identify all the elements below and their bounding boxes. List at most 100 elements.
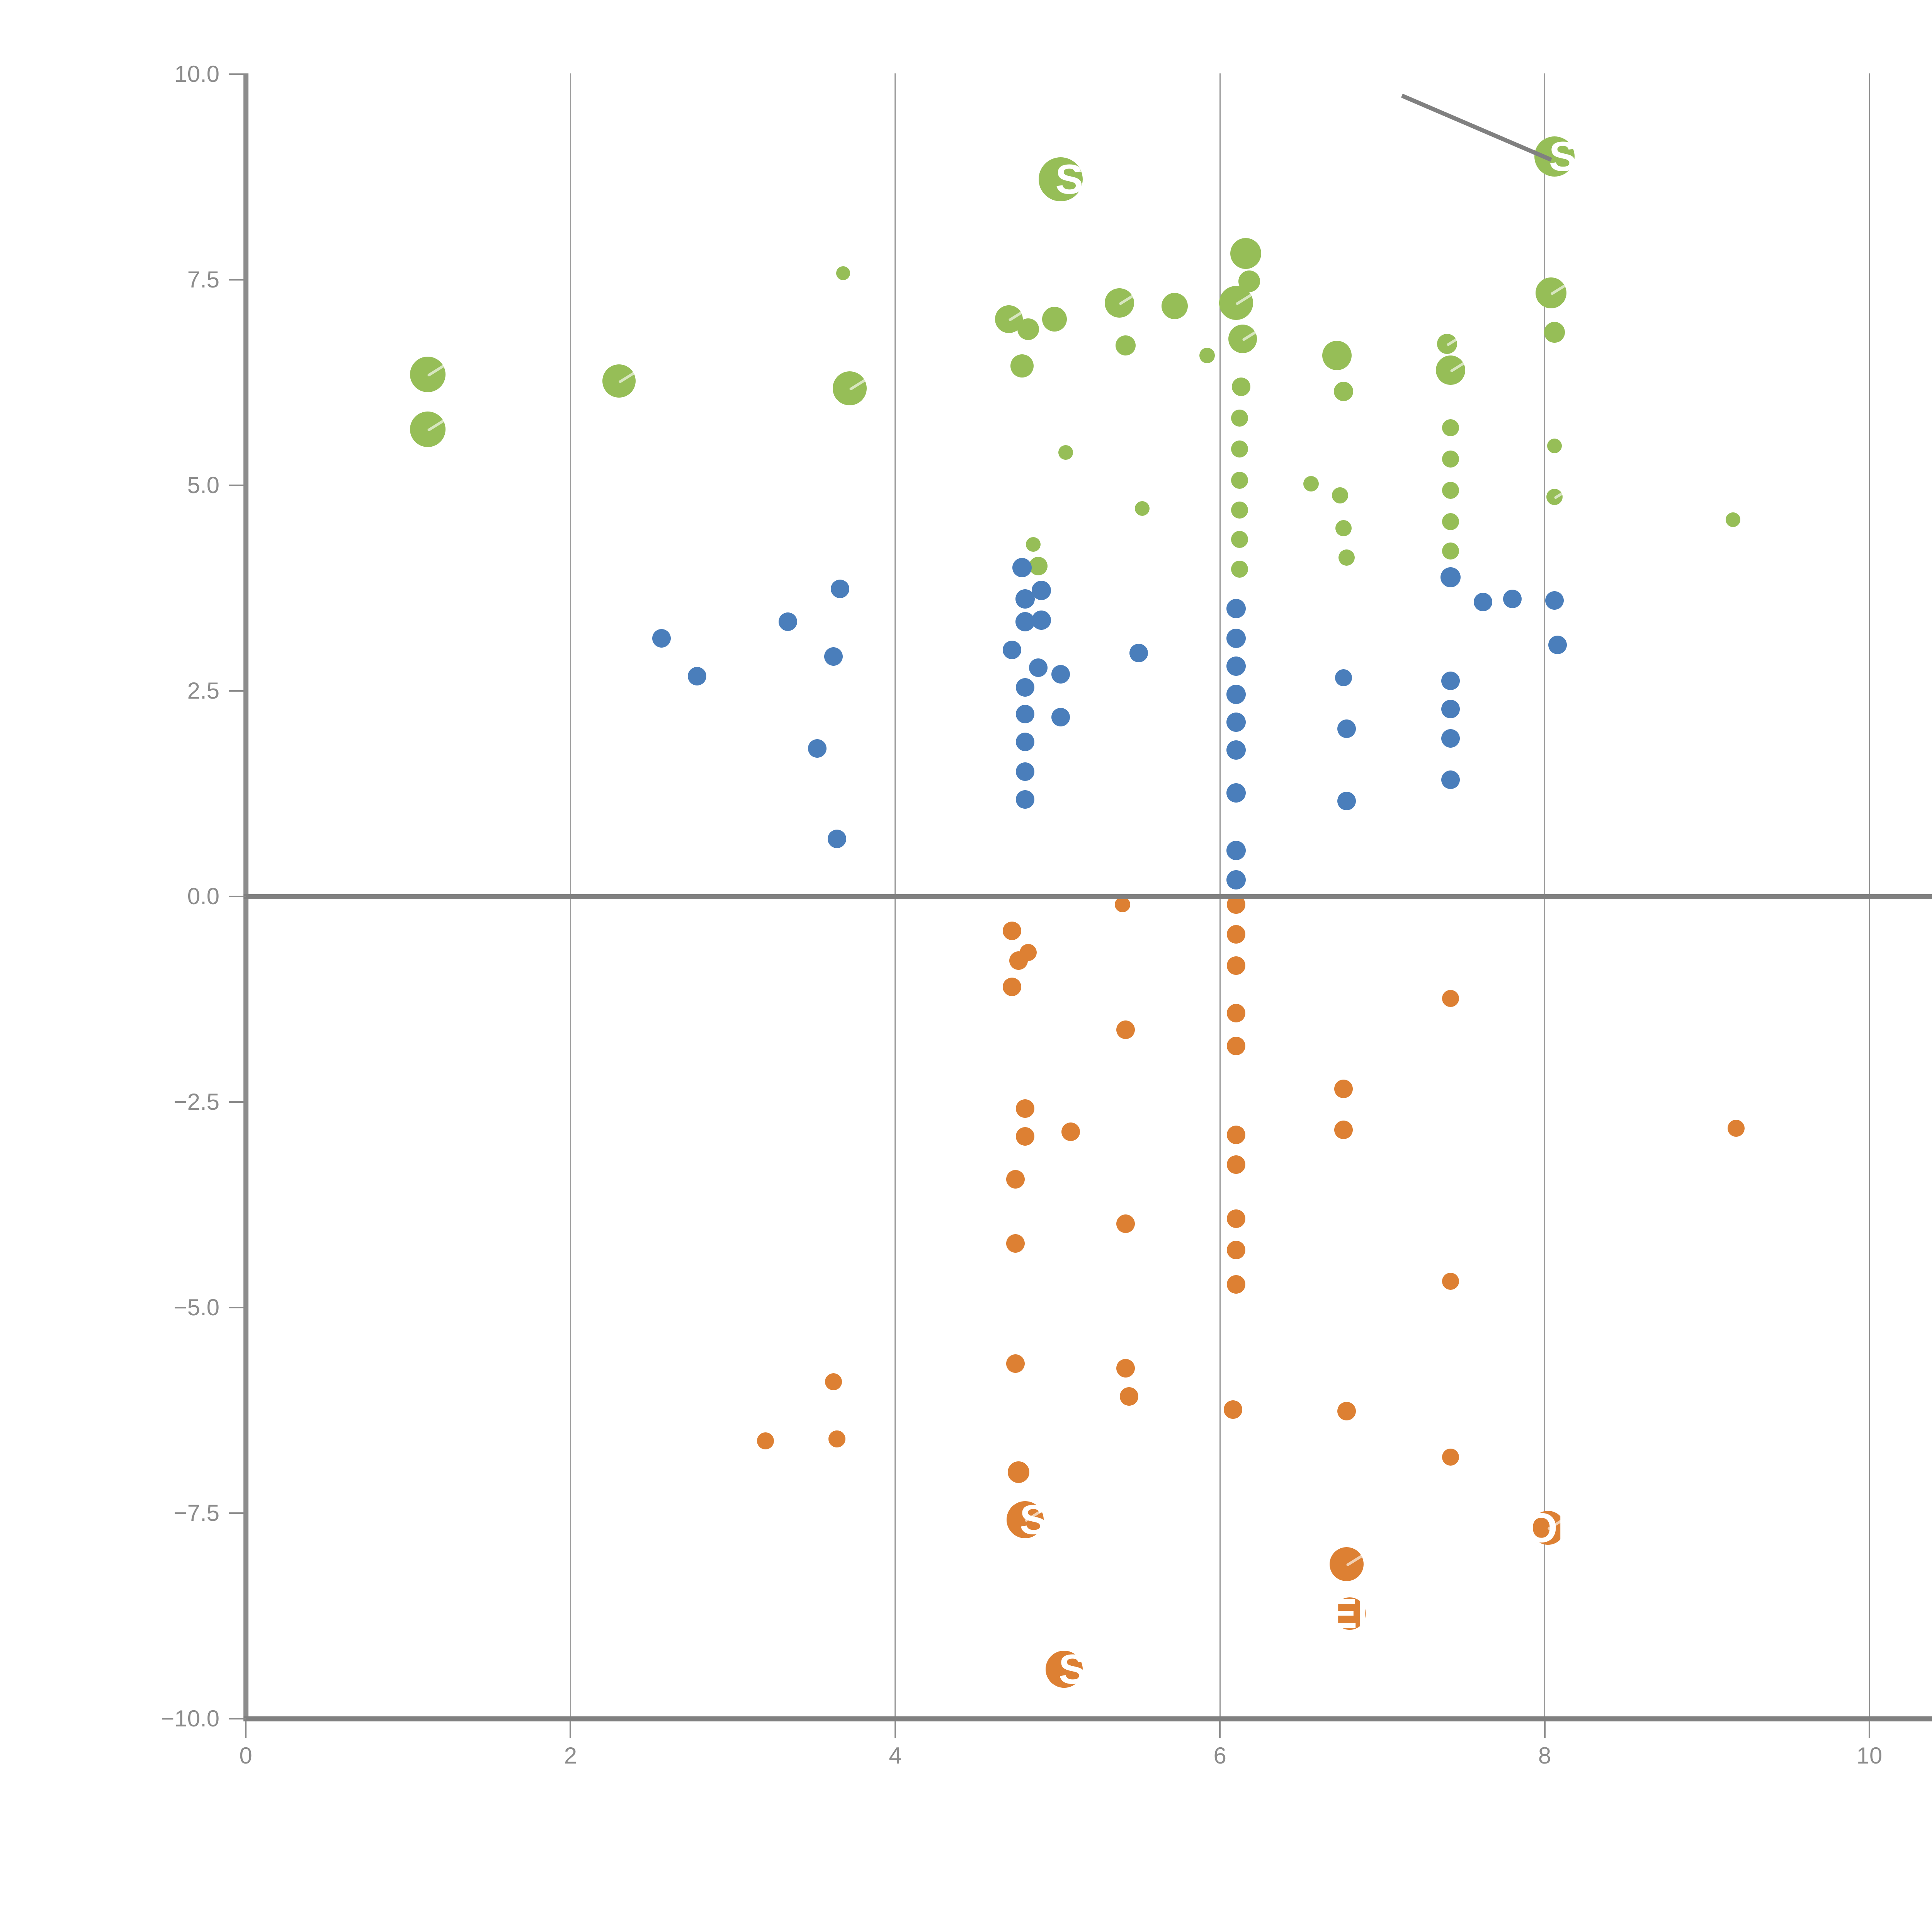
data-point-negative[interactable] <box>825 1373 842 1390</box>
data-point-neutral[interactable] <box>1015 612 1035 632</box>
data-point-negative[interactable] <box>1020 944 1037 961</box>
data-point-positive[interactable] <box>1042 307 1067 332</box>
data-point-negative[interactable] <box>1227 1155 1246 1174</box>
data-point-negative[interactable] <box>1227 925 1246 944</box>
data-point-positive[interactable] <box>1199 347 1215 363</box>
data-point-neutral[interactable] <box>1503 589 1522 608</box>
data-point-positive[interactable] <box>1231 501 1248 519</box>
data-point-neutral[interactable] <box>1226 712 1246 732</box>
data-point-negative[interactable] <box>1227 1209 1246 1228</box>
data-point-neutral[interactable] <box>1015 589 1035 609</box>
data-point-positive[interactable] <box>833 371 867 405</box>
data-point-neutral[interactable] <box>1441 699 1460 718</box>
data-point-neutral[interactable] <box>1226 783 1246 803</box>
data-point-positive[interactable] <box>1029 556 1048 575</box>
data-point-positive[interactable] <box>1333 382 1353 401</box>
data-point-negative[interactable] <box>1337 1402 1356 1421</box>
data-point-negative[interactable] <box>1442 1272 1459 1290</box>
data-point-negative[interactable] <box>1045 1651 1083 1688</box>
data-point-negative[interactable] <box>1008 1461 1030 1483</box>
data-point-neutral[interactable] <box>1441 729 1460 748</box>
data-point-neutral[interactable] <box>1226 599 1246 619</box>
data-point-positive[interactable] <box>1335 520 1352 536</box>
data-point-positive[interactable] <box>410 412 446 447</box>
data-point-negative[interactable] <box>1015 1127 1034 1146</box>
data-point-positive[interactable] <box>1338 549 1355 566</box>
data-point-positive[interactable] <box>1134 501 1150 516</box>
data-point-positive[interactable] <box>1058 445 1073 460</box>
data-point-negative[interactable] <box>1227 1275 1246 1294</box>
data-point-neutral[interactable] <box>1015 732 1034 751</box>
data-point-positive[interactable] <box>1546 488 1563 505</box>
data-point-negative[interactable] <box>1116 1020 1135 1039</box>
data-point-neutral[interactable] <box>1548 635 1567 654</box>
data-point-neutral[interactable] <box>1226 870 1246 890</box>
data-point-neutral[interactable] <box>1015 678 1034 697</box>
data-point-neutral[interactable] <box>1031 610 1051 630</box>
data-point-neutral[interactable] <box>1031 581 1051 600</box>
data-point-negative[interactable] <box>1061 1122 1080 1141</box>
data-point-positive[interactable] <box>1322 340 1352 370</box>
data-point-positive[interactable] <box>1442 543 1459 560</box>
data-point-positive[interactable] <box>1442 450 1459 468</box>
data-point-negative[interactable] <box>1728 1120 1745 1137</box>
data-point-neutral[interactable] <box>824 647 843 666</box>
data-point-neutral[interactable] <box>1226 740 1246 760</box>
data-point-positive[interactable] <box>1231 440 1248 458</box>
data-point-neutral[interactable] <box>1051 665 1070 684</box>
data-point-positive[interactable] <box>1547 438 1562 453</box>
data-point-positive[interactable] <box>1726 512 1741 527</box>
data-point-positive[interactable] <box>1017 318 1039 340</box>
data-point-negative[interactable] <box>1334 1121 1353 1139</box>
data-point-neutral[interactable] <box>652 629 671 648</box>
data-point-negative[interactable] <box>1442 990 1459 1007</box>
data-point-positive[interactable] <box>1039 157 1083 202</box>
data-point-negative[interactable] <box>1006 1170 1025 1189</box>
data-point-negative[interactable] <box>1227 1004 1246 1023</box>
data-point-positive[interactable] <box>1231 472 1248 489</box>
data-point-negative[interactable] <box>1334 1079 1353 1098</box>
data-point-negative[interactable] <box>1227 1037 1246 1056</box>
data-point-negative[interactable] <box>828 1430 845 1448</box>
data-point-negative[interactable] <box>1116 1359 1135 1378</box>
data-point-neutral[interactable] <box>1441 770 1460 789</box>
data-point-negative[interactable] <box>1116 1214 1135 1233</box>
data-point-negative[interactable] <box>1333 1597 1366 1630</box>
data-point-positive[interactable] <box>1435 355 1465 385</box>
data-point-neutral[interactable] <box>1129 644 1148 663</box>
data-point-positive[interactable] <box>1536 277 1567 309</box>
data-point-negative[interactable] <box>1003 978 1022 997</box>
data-point-positive[interactable] <box>1442 481 1459 499</box>
data-point-negative[interactable] <box>1015 1099 1034 1118</box>
data-point-neutral[interactable] <box>1003 640 1022 659</box>
data-point-neutral[interactable] <box>1015 790 1034 809</box>
data-point-negative[interactable] <box>1227 956 1246 975</box>
data-point-neutral[interactable] <box>1226 840 1246 860</box>
data-point-positive[interactable] <box>1010 354 1034 378</box>
data-point-negative[interactable] <box>1006 1354 1025 1373</box>
data-point-positive[interactable] <box>1231 377 1250 396</box>
data-point-neutral[interactable] <box>688 667 707 685</box>
data-point-positive[interactable] <box>1231 531 1248 548</box>
data-point-positive[interactable] <box>1116 335 1136 356</box>
data-point-positive[interactable] <box>1442 513 1459 530</box>
data-point-neutral[interactable] <box>1337 719 1356 738</box>
data-point-neutral[interactable] <box>1441 672 1460 690</box>
data-point-positive[interactable] <box>1026 537 1041 552</box>
data-point-positive[interactable] <box>1303 476 1319 492</box>
data-point-positive[interactable] <box>1231 409 1248 427</box>
data-point-positive[interactable] <box>1544 322 1565 343</box>
data-point-positive[interactable] <box>1231 561 1248 578</box>
data-point-positive[interactable] <box>836 266 850 280</box>
data-point-neutral[interactable] <box>1226 684 1246 704</box>
data-point-neutral[interactable] <box>827 830 846 849</box>
data-point-negative[interactable] <box>1329 1547 1364 1581</box>
data-point-neutral[interactable] <box>779 612 798 631</box>
data-point-positive[interactable] <box>602 364 636 398</box>
data-point-negative[interactable] <box>1442 1449 1459 1466</box>
data-point-negative[interactable] <box>1227 1126 1246 1145</box>
data-point-neutral[interactable] <box>1015 762 1034 781</box>
data-point-neutral[interactable] <box>1226 628 1246 648</box>
data-point-neutral[interactable] <box>808 739 827 758</box>
data-point-neutral[interactable] <box>1473 593 1492 612</box>
